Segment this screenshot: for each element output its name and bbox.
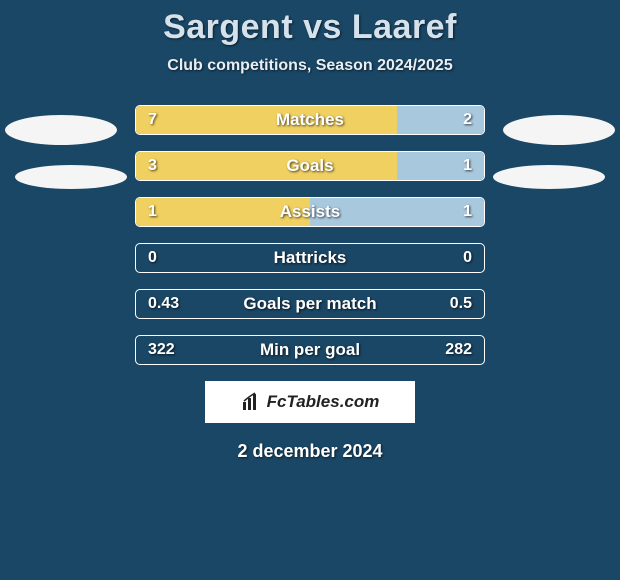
- stat-label: Assists: [136, 198, 484, 226]
- team-right-logo-icon: [493, 165, 605, 189]
- title: Sargent vs Laaref: [0, 8, 620, 47]
- team-left-logo-icon: [15, 165, 127, 189]
- stat-row: 322282Min per goal: [135, 335, 485, 365]
- stat-label: Hattricks: [136, 244, 484, 272]
- player-right-photo-icon: [503, 115, 615, 145]
- date: 2 december 2024: [0, 441, 620, 462]
- chart-icon: [241, 392, 261, 412]
- player-left-photo-icon: [5, 115, 117, 145]
- stat-label: Goals per match: [136, 290, 484, 318]
- stat-row: 00Hattricks: [135, 243, 485, 273]
- stats-area: 72Matches 31Goals 11Assists 00Hattricks 0.43…: [0, 105, 620, 365]
- stat-bars: 72Matches 31Goals 11Assists 00Hattricks 0.43…: [135, 105, 485, 365]
- stat-label: Min per goal: [136, 336, 484, 364]
- stat-row: 11Assists: [135, 197, 485, 227]
- branding-text: FcTables.com: [267, 392, 380, 412]
- comparison-card: Sargent vs Laaref Club competitions, Sea…: [0, 0, 620, 462]
- stat-row: 0.430.5Goals per match: [135, 289, 485, 319]
- stat-label: Matches: [136, 106, 484, 134]
- branding-badge: FcTables.com: [205, 381, 415, 423]
- stat-row: 72Matches: [135, 105, 485, 135]
- stat-row: 31Goals: [135, 151, 485, 181]
- stat-label: Goals: [136, 152, 484, 180]
- subtitle: Club competitions, Season 2024/2025: [0, 57, 620, 75]
